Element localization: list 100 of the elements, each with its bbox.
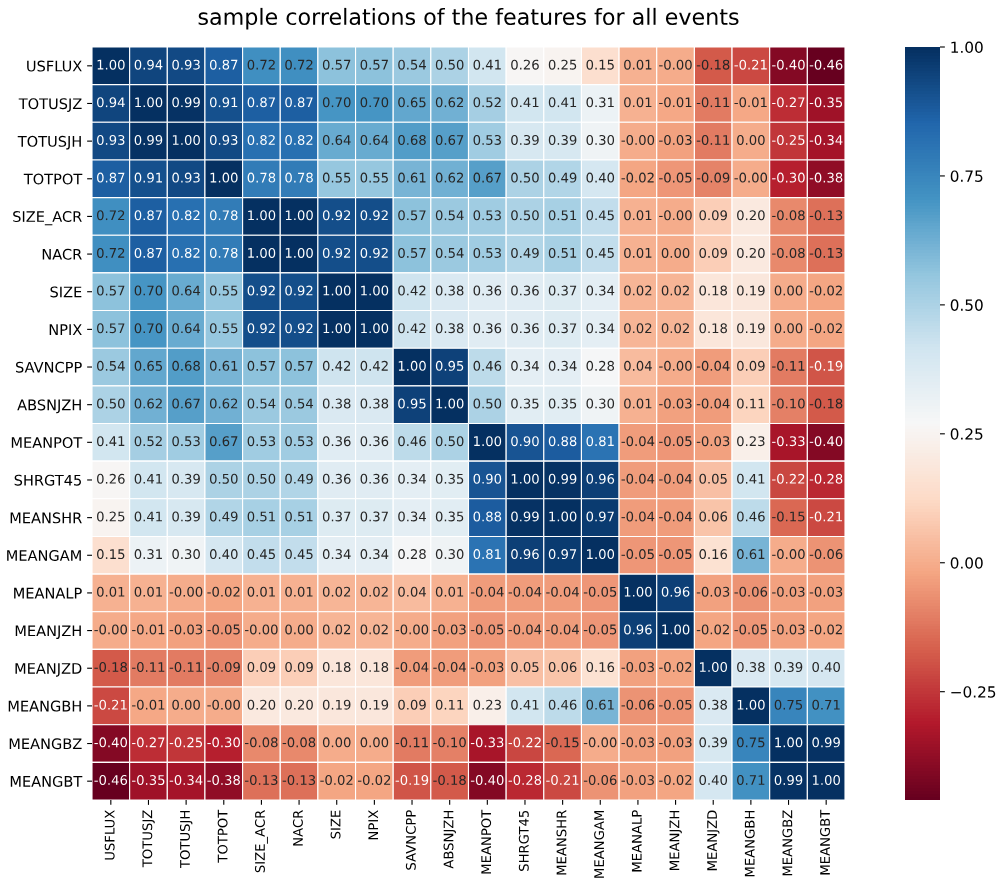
data-label: 0.52 (134, 436, 162, 447)
data-label: -0.03 (659, 134, 692, 145)
data-label: 0.01 (97, 586, 125, 597)
data-label: 0.18 (322, 662, 351, 673)
data-label: 0.92 (360, 247, 388, 258)
data-label: 1.00 (97, 59, 125, 70)
data-label: 0.34 (586, 285, 615, 296)
data-label: 0.38 (435, 323, 464, 334)
data-label: 0.46 (737, 511, 765, 522)
data-label: -0.21 (734, 59, 767, 70)
data-label: 0.64 (322, 134, 351, 145)
data-label: 1.00 (699, 662, 728, 673)
data-label: 0.36 (360, 473, 389, 484)
data-label: 0.81 (586, 436, 614, 447)
data-label: 0.95 (435, 360, 464, 371)
data-label: 0.65 (398, 97, 426, 108)
data-label: 0.28 (398, 549, 426, 560)
data-label: 1.00 (248, 210, 276, 221)
data-label: 1.00 (549, 511, 577, 522)
x-tick-label: SHRGT45 (518, 810, 529, 871)
data-label: 0.00 (285, 624, 313, 635)
data-label: 0.57 (97, 285, 125, 296)
data-label: -0.34 (169, 775, 203, 785)
data-label: -0.03 (696, 586, 730, 597)
y-tick-label: SAVNCPP (16, 361, 82, 373)
data-label: 0.30 (586, 134, 615, 145)
data-label: -0.03 (809, 586, 843, 597)
data-label: 0.55 (322, 172, 351, 183)
data-label: 0.64 (172, 323, 201, 334)
data-label: 0.06 (699, 511, 728, 522)
x-tick-label: MEANGAM (594, 811, 605, 878)
data-label: 0.51 (285, 511, 313, 522)
data-label: 0.94 (134, 59, 163, 70)
data-label: 0.57 (247, 360, 275, 371)
data-label: 0.02 (661, 323, 689, 334)
data-label: 0.90 (511, 436, 539, 447)
data-label: 0.02 (360, 624, 388, 635)
data-label: -0.05 (659, 172, 692, 183)
data-label: 0.34 (511, 360, 539, 371)
data-label: 1.00 (248, 247, 276, 258)
data-label: -0.08 (772, 247, 805, 258)
data-label: 0.46 (548, 699, 577, 710)
data-label: -0.06 (734, 586, 768, 597)
data-label: 0.19 (360, 699, 389, 710)
data-label: -0.02 (207, 586, 240, 597)
x-tick-label: NACR (292, 810, 303, 846)
y-tick-label: SIZE (50, 286, 82, 298)
data-label: 0.72 (285, 59, 313, 70)
y-tick-label: SIZE_ACR (13, 211, 82, 226)
data-label: 0.34 (398, 473, 426, 484)
data-label: -0.35 (809, 97, 843, 108)
data-label: 1.00 (398, 360, 426, 371)
data-label: 0.00 (737, 134, 765, 145)
data-label: 0.06 (548, 662, 577, 673)
data-label: 0.00 (360, 737, 389, 748)
data-label: -0.40 (809, 436, 843, 447)
x-tick-label: MEANSHR (556, 810, 567, 875)
data-label: -0.21 (94, 699, 127, 710)
data-label: 0.75 (774, 699, 803, 710)
data-label: 0.00 (322, 737, 351, 748)
data-label: 0.46 (473, 360, 502, 371)
data-label: 0.91 (134, 172, 162, 183)
data-label: -0.22 (772, 473, 805, 484)
data-label: 0.42 (360, 360, 388, 371)
data-label: 0.01 (624, 97, 652, 108)
data-label: -0.46 (809, 59, 843, 70)
data-label: -0.06 (809, 549, 843, 560)
data-label: 0.87 (209, 59, 238, 70)
data-label: 0.11 (435, 699, 464, 710)
data-label: 0.57 (398, 247, 426, 258)
data-label: 0.50 (473, 398, 502, 409)
data-label: 0.45 (247, 549, 275, 560)
data-label: 0.50 (435, 59, 464, 70)
data-label: 1.00 (474, 436, 502, 447)
data-label: 1.00 (323, 285, 351, 296)
data-label: 0.46 (398, 436, 426, 447)
data-label: 1.00 (210, 172, 238, 183)
data-label: 0.57 (285, 360, 313, 371)
y-tick-label: TOTUSJH (17, 135, 81, 150)
data-label: -0.22 (508, 737, 541, 748)
data-label: 0.37 (548, 285, 577, 296)
data-label: 0.00 (661, 247, 690, 258)
data-label: 0.88 (473, 511, 502, 522)
x-tick-label: USFLUX (104, 810, 115, 860)
data-label: 0.31 (134, 549, 162, 560)
data-label: 0.50 (511, 172, 539, 183)
data-label: -0.38 (207, 775, 240, 785)
data-label: 1.00 (361, 323, 389, 334)
data-label: -0.00 (772, 549, 805, 560)
data-label: -0.15 (772, 511, 805, 522)
data-label: 0.34 (548, 360, 577, 371)
data-label: -0.46 (94, 775, 128, 785)
data-label: 0.25 (548, 59, 577, 70)
x-tick-label: MEANPOT (481, 809, 492, 874)
data-label: 0.51 (247, 511, 275, 522)
data-label: 0.41 (511, 97, 539, 108)
data-label: 0.72 (247, 59, 275, 70)
data-label: 0.96 (624, 624, 652, 635)
data-label: 0.20 (247, 699, 276, 710)
x-tick-label: ABSNJZH (443, 811, 456, 869)
